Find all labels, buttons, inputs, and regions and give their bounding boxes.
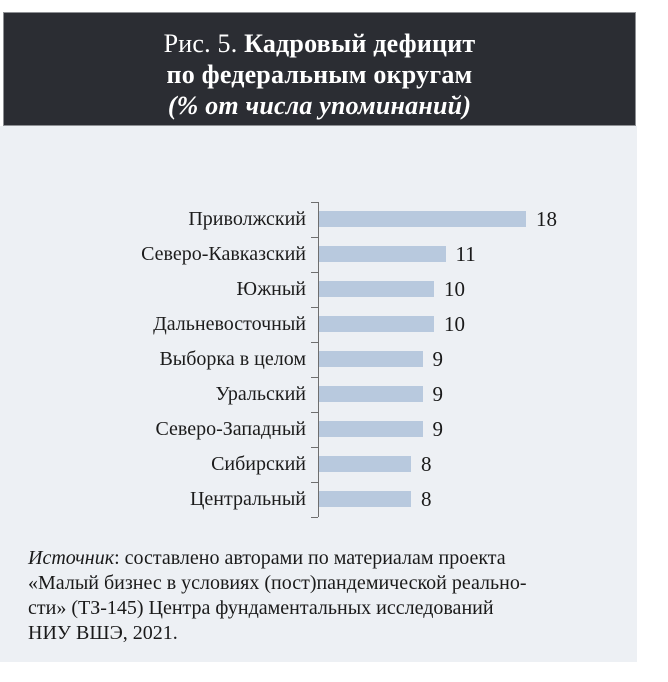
bar-row: Сибирский 8 <box>0 447 637 482</box>
figure-title-line1: Рис. 5. Кадровый дефицит <box>4 28 635 59</box>
source-line: НИУ ВШЭ, 2021. <box>28 622 178 644</box>
bar-chart: Приволжский 18 Северо-Кавказский 11 Южный 10 Д… <box>0 126 637 556</box>
category-label: Северо-Кавказский <box>141 243 306 265</box>
category-label: Сибирский <box>211 453 306 475</box>
category-label: Выборка в целом <box>159 348 306 370</box>
category-label: Дальневосточный <box>153 313 306 335</box>
axis-tick <box>311 447 318 448</box>
source-note: Источник: составлено авторами по материа… <box>28 546 618 646</box>
bar-row: Уральский 9 <box>0 377 637 412</box>
source-line: сти» (ТЗ-145) Центра фундаментальных исс… <box>28 597 494 619</box>
value-label: 8 <box>421 452 432 476</box>
category-label: Приволжский <box>188 208 306 230</box>
bar-row: Дальневосточный 10 <box>0 307 637 342</box>
bar <box>319 456 411 472</box>
axis-tick <box>311 342 318 343</box>
bar <box>319 281 434 297</box>
axis-tick <box>311 272 318 273</box>
value-label: 8 <box>421 487 432 511</box>
bar-row: Центральный 8 <box>0 482 637 517</box>
y-axis-line <box>318 202 319 517</box>
bar-row: Северо-Западный 9 <box>0 412 637 447</box>
value-label: 9 <box>432 347 444 371</box>
category-label: Уральский <box>215 383 306 405</box>
figure-title-bold: Кадровый дефицит <box>244 29 476 58</box>
value-label: 18 <box>536 207 557 231</box>
axis-tick <box>311 307 318 308</box>
category-label: Северо-Западный <box>155 418 306 440</box>
bar <box>319 491 411 507</box>
source-label: Источник <box>28 547 115 569</box>
figure-body: Приволжский 18 Северо-Кавказский 11 Южный 10 Д… <box>0 126 637 662</box>
value-label: 9 <box>432 382 444 406</box>
axis-tick <box>311 377 318 378</box>
bar-row: Южный 10 <box>0 272 637 307</box>
category-label: Центральный <box>189 488 306 510</box>
bar-row: Выборка в целом 9 <box>0 342 637 377</box>
figure-number: Рис. 5. <box>163 29 245 58</box>
axis-tick <box>311 482 318 483</box>
bar <box>319 386 423 402</box>
figure-title-line3: (% от числа упоминаний) <box>167 91 472 120</box>
value-label: 10 <box>444 277 465 301</box>
source-text: : составлено авторами по материалам прое… <box>114 547 506 569</box>
category-label: Южный <box>236 278 306 300</box>
figure-title-line2: по федеральным округам <box>166 60 473 89</box>
source-line: «Малый бизнес в условиях (пост)пандемиче… <box>28 572 527 594</box>
bar <box>319 316 434 332</box>
bar-row: Приволжский 18 <box>0 202 637 237</box>
bar <box>319 246 446 262</box>
figure-title-banner: Рис. 5. Кадровый дефицит по федеральным … <box>3 12 636 126</box>
bar <box>319 421 423 437</box>
axis-tick <box>311 517 318 518</box>
axis-tick <box>311 237 318 238</box>
axis-tick <box>311 412 318 413</box>
value-label: 10 <box>444 312 465 336</box>
value-label: 11 <box>455 242 476 266</box>
bar <box>319 351 423 367</box>
bar <box>319 211 526 227</box>
axis-tick <box>311 202 318 203</box>
value-label: 9 <box>432 417 444 441</box>
bar-row: Северо-Кавказский 11 <box>0 237 637 272</box>
source-line: Источник: составлено авторами по материа… <box>28 546 618 571</box>
